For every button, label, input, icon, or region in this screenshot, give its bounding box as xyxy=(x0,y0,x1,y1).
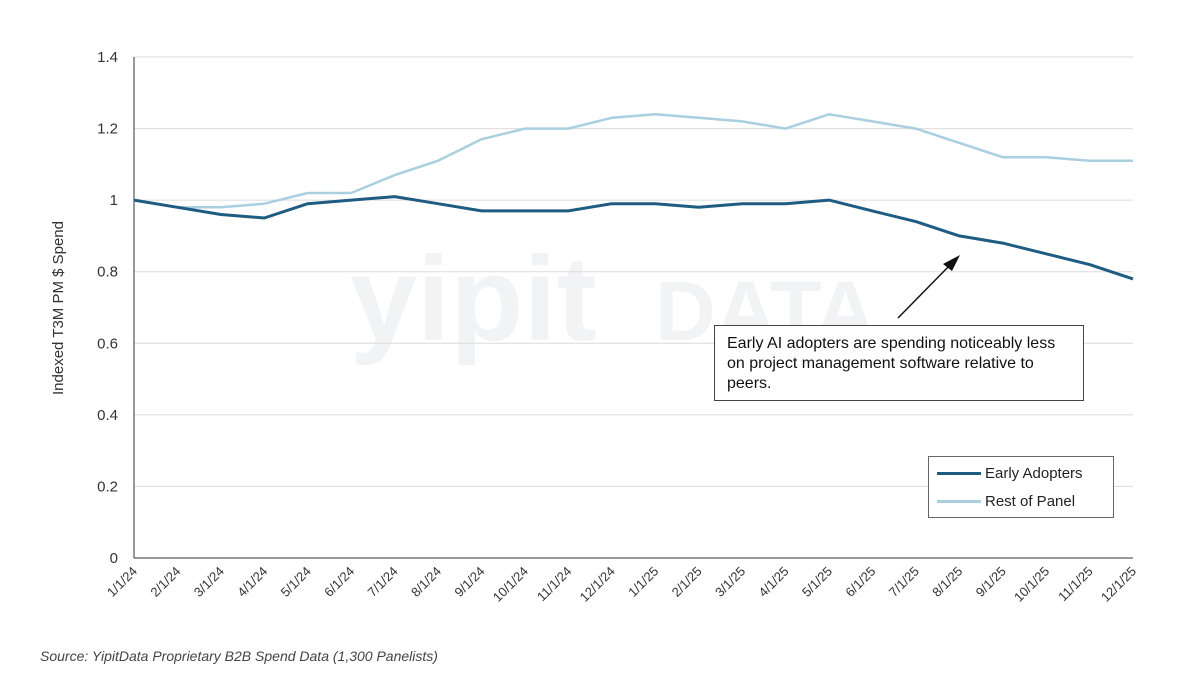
legend-label-early-adopters: Early Adopters xyxy=(985,464,1083,482)
series-line-early-adopters xyxy=(133,195,1134,281)
x-tick-label: 5/1/25 xyxy=(799,564,835,600)
y-axis-label: Indexed T3M PM $ Spend xyxy=(50,221,67,395)
y-tick-label: 0.8 xyxy=(97,264,118,281)
x-tick-label: 2/1/25 xyxy=(669,564,705,600)
annotation-arrow-line xyxy=(897,261,954,319)
x-tick-label: 7/1/24 xyxy=(365,564,401,600)
series-lines xyxy=(133,113,1134,281)
x-tick-label: 6/1/24 xyxy=(321,564,357,600)
x-tick-label: 9/1/25 xyxy=(973,564,1009,600)
legend-item-rest-of-panel: Rest of Panel xyxy=(937,491,1075,511)
x-tick-label: 7/1/25 xyxy=(886,564,922,600)
x-tick-label: 2/1/24 xyxy=(147,564,183,600)
x-tick-label: 1/1/25 xyxy=(625,564,661,600)
annotation-arrow xyxy=(897,255,960,319)
x-tick-label: 11/1/24 xyxy=(534,564,575,605)
source-note: Source: YipitData Proprietary B2B Spend … xyxy=(40,648,438,664)
y-tick-label: 1.4 xyxy=(97,49,118,66)
y-tick-label: 0.6 xyxy=(97,335,118,352)
x-tick-label: 5/1/24 xyxy=(278,564,314,600)
x-tick-label: 11/1/25 xyxy=(1055,564,1096,605)
legend-label-rest-of-panel: Rest of Panel xyxy=(985,492,1076,510)
x-tick-label: 8/1/25 xyxy=(929,564,965,600)
y-tick-label: 0 xyxy=(110,550,118,567)
gridlines xyxy=(134,56,1133,487)
x-tick-labels: 1/1/24 2/1/24 3/1/24 4/1/24 5/1/24 6/1/24 7/1/… xyxy=(104,564,1139,605)
annotation-text: Early AI adopters are spending noticeabl… xyxy=(727,335,1056,392)
watermark-brand: yipit xyxy=(350,232,597,366)
axes xyxy=(133,57,1133,559)
x-tick-label: 8/1/24 xyxy=(408,564,444,600)
x-tick-label: 6/1/25 xyxy=(842,564,878,600)
x-tick-label: 12/1/25 xyxy=(1098,564,1139,605)
y-tick-label: 0.2 xyxy=(97,478,118,495)
legend-item-early-adopters: Early Adopters xyxy=(937,463,1083,483)
annotation-arrow-head xyxy=(943,255,960,271)
y-tick-label: 0.4 xyxy=(97,407,118,424)
x-tick-label: 10/1/24 xyxy=(490,564,531,605)
x-tick-label: 10/1/25 xyxy=(1011,564,1052,605)
y-tick-label: 1.2 xyxy=(97,121,118,138)
y-tick-labels: 0 0.2 0.4 0.6 0.8 1 1.2 1.4 xyxy=(97,49,118,567)
legend-swatch-rest-of-panel xyxy=(937,499,981,503)
x-tick-label: 4/1/24 xyxy=(234,564,270,600)
x-tick-label: 1/1/24 xyxy=(104,564,140,600)
series-line-rest-of-panel xyxy=(133,113,1133,209)
x-tick-label: 3/1/24 xyxy=(191,564,227,600)
y-tick-label: 1 xyxy=(110,192,118,209)
legend-swatch-early-adopters xyxy=(937,471,981,475)
legend: Early Adopters Rest of Panel xyxy=(928,456,1114,518)
x-tick-label: 4/1/25 xyxy=(755,564,791,600)
x-tick-label: 3/1/25 xyxy=(712,564,748,600)
annotation-box: Early AI adopters are spending noticeabl… xyxy=(714,325,1084,401)
x-tick-label: 12/1/24 xyxy=(577,564,618,605)
x-tick-label: 9/1/24 xyxy=(451,564,487,600)
